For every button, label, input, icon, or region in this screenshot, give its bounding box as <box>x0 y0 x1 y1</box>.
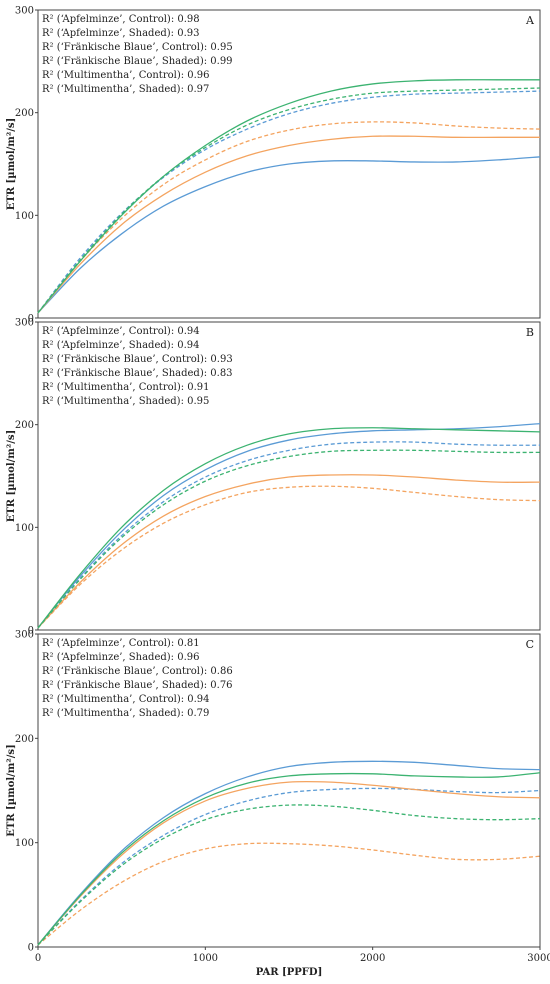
y-axis-title: ETR [µmol/m²/s] <box>6 430 17 523</box>
r2-annotation: R² (‘Fränkische Blaue’, Shaded): 0.76 <box>42 680 233 691</box>
r2-annotation: R² (‘Apfelminze’, Shaded): 0.93 <box>42 28 199 39</box>
y-tick-label: 100 <box>15 523 34 534</box>
r2-annotation: R² (‘Fränkische Blaue’, Control): 0.93 <box>42 354 233 365</box>
y-tick-label: 100 <box>15 211 34 222</box>
y-tick-label: 200 <box>15 734 34 745</box>
series-line-apfelminze-control <box>37 422 541 629</box>
series-line-multimentha-shaded <box>37 87 541 314</box>
series-line-fr-nkische-blaue-control <box>37 780 541 946</box>
x-tick-label: 3000 <box>527 953 550 964</box>
panel-letter: C <box>526 638 534 651</box>
plot-frame <box>37 633 541 948</box>
series-line-apfelminze-shaded <box>37 441 541 629</box>
x-tick-label: 0 <box>35 953 41 964</box>
r2-annotation: R² (‘Apfelminze’, Control): 0.81 <box>42 638 200 649</box>
r2-annotation: R² (‘Multimentha’, Control): 0.96 <box>42 70 210 81</box>
y-tick-label: 300 <box>15 6 34 17</box>
r2-annotation: R² (‘Apfelminze’, Control): 0.94 <box>42 326 200 337</box>
series-line-apfelminze-shaded <box>37 787 541 946</box>
series-line-fr-nkische-blaue-shaded <box>37 121 541 314</box>
series-line-apfelminze-control <box>37 760 541 946</box>
chart-panel-a: 0 100 200 300 ETR [µmol/m²/s] A R² (‘Apfelminz… <box>6 6 541 325</box>
y-tick-label: 200 <box>15 420 34 431</box>
y-tick-label: 0 <box>28 314 34 325</box>
r2-annotation: R² (‘Fränkische Blaue’, Control): 0.95 <box>42 42 233 53</box>
panel-letter: A <box>525 14 535 27</box>
series-line-multimentha-control <box>37 427 541 629</box>
x-tick-label: 2000 <box>360 953 385 964</box>
series-line-apfelminze-control <box>37 156 541 314</box>
series-line-multimentha-control <box>37 772 541 946</box>
chart-panel-b: 0 100 200 300 ETR [µmol/m²/s] B R² (‘Apfelminz… <box>6 318 541 637</box>
series-line-fr-nkische-blaue-shaded <box>37 842 541 946</box>
y-axis-title: ETR [µmol/m²/s] <box>6 744 17 837</box>
r2-annotation: R² (‘Multimentha’, Control): 0.94 <box>42 694 210 705</box>
series-line-multimentha-control <box>37 79 540 314</box>
r2-annotation: R² (‘Apfelminze’, Shaded): 0.94 <box>42 340 199 351</box>
y-tick-label: 200 <box>15 108 34 119</box>
r2-annotation: R² (‘Fränkische Blaue’, Control): 0.86 <box>42 666 233 677</box>
y-tick-label: 0 <box>28 626 34 637</box>
r2-annotation: R² (‘Fränkische Blaue’, Shaded): 0.83 <box>42 368 233 379</box>
r2-annotation: R² (‘Multimentha’, Shaded): 0.95 <box>42 396 209 407</box>
plot-frame <box>37 9 541 319</box>
plot-frame <box>37 321 541 631</box>
series-line-multimentha-shaded <box>37 804 541 946</box>
y-tick-label: 300 <box>15 630 34 641</box>
r2-annotation: R² (‘Multimentha’, Shaded): 0.97 <box>42 84 209 95</box>
y-tick-label: 100 <box>15 838 34 849</box>
y-tick-label: 300 <box>15 318 34 329</box>
r2-annotation: R² (‘Fränkische Blaue’, Shaded): 0.99 <box>42 56 233 67</box>
r2-annotation: R² (‘Multimentha’, Shaded): 0.79 <box>42 708 209 719</box>
series-line-apfelminze-shaded <box>37 90 541 314</box>
r2-annotation: R² (‘Apfelminze’, Control): 0.98 <box>42 14 200 25</box>
series-line-fr-nkische-blaue-control <box>37 135 540 314</box>
x-axis-title: PAR [PPFD] <box>256 967 323 978</box>
series-line-fr-nkische-blaue-shaded <box>37 485 541 629</box>
x-tick-label: 1000 <box>193 953 218 964</box>
y-axis-title: ETR [µmol/m²/s] <box>6 118 17 211</box>
panel-letter: B <box>526 326 534 339</box>
y-tick-label: 0 <box>28 943 34 954</box>
series-line-fr-nkische-blaue-control <box>37 474 541 629</box>
r2-annotation: R² (‘Apfelminze’, Shaded): 0.96 <box>42 652 199 663</box>
r2-annotation: R² (‘Multimentha’, Control): 0.91 <box>42 382 210 393</box>
